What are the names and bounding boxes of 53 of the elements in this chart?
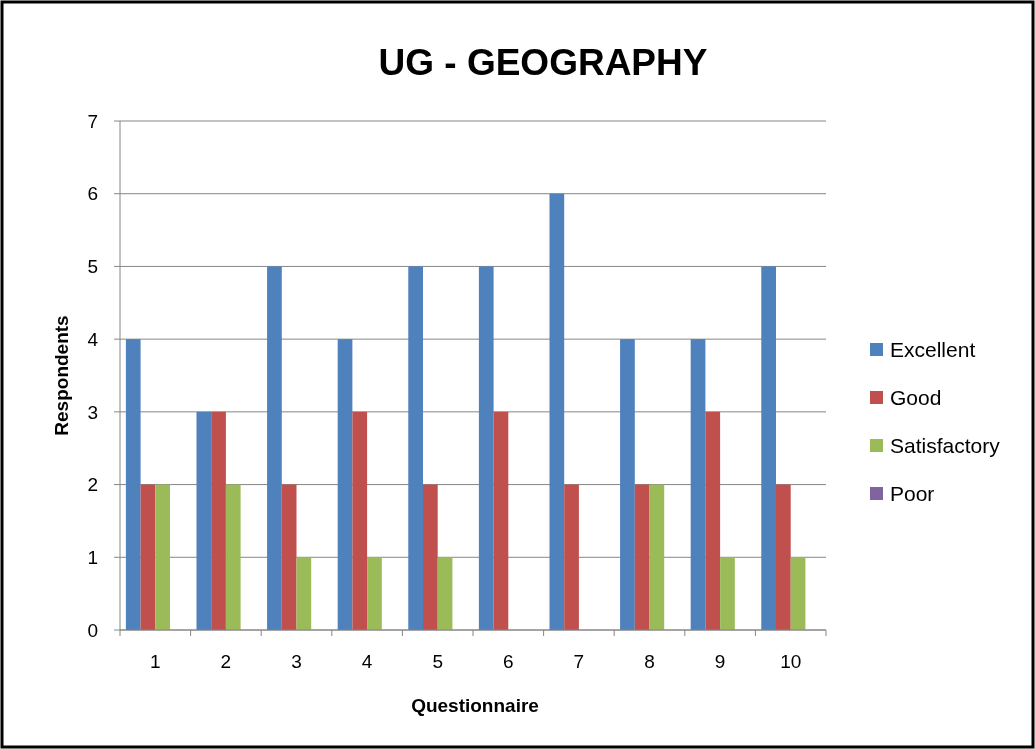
x-tick-label: 7 [573, 651, 585, 672]
x-tick-label: 1 [150, 651, 161, 672]
bar [649, 484, 665, 630]
bar [367, 557, 382, 630]
x-tick-label: 8 [644, 651, 655, 672]
bar [437, 557, 453, 630]
y-tick-label: 3 [87, 401, 98, 423]
y-tick-label: 2 [87, 474, 98, 496]
legend-label: Good [890, 386, 942, 410]
x-tick-label: 2 [220, 651, 232, 672]
bar [720, 557, 735, 630]
chart-title: UG - GEOGRAPHY [378, 42, 708, 83]
bar [281, 484, 297, 630]
y-tick-label: 5 [87, 256, 98, 278]
x-tick-label: 6 [503, 651, 514, 672]
bar [140, 484, 156, 630]
legend-label: Satisfactory [890, 434, 1001, 458]
x-tick-label: 5 [432, 651, 443, 672]
y-tick-label: 1 [87, 546, 98, 568]
bar [408, 266, 423, 630]
bar [690, 339, 706, 630]
bar [634, 484, 650, 630]
x-tick-label: 9 [714, 651, 726, 672]
legend-label: Poor [890, 482, 935, 506]
x-tick-label: 4 [361, 651, 373, 672]
bar [225, 484, 241, 630]
bar [296, 557, 312, 630]
bar [478, 266, 494, 630]
bar [337, 339, 353, 630]
y-tick-label: 6 [87, 183, 98, 205]
x-axis-title: Questionnaire [411, 695, 539, 716]
bar [196, 411, 212, 630]
bar [352, 411, 368, 630]
bar [155, 484, 171, 630]
bar [422, 484, 438, 630]
bar [125, 339, 141, 630]
y-tick-label: 4 [87, 328, 99, 350]
x-tick-label: 10 [780, 651, 802, 672]
bar [549, 193, 565, 630]
x-tick-label: 3 [291, 651, 302, 672]
y-axis-title: Respondents [51, 315, 72, 436]
bar [761, 266, 776, 630]
bar [705, 411, 721, 630]
legend-label: Excellent [890, 338, 976, 362]
bar [775, 484, 791, 630]
bar [267, 266, 282, 630]
bar [620, 339, 635, 630]
bar [564, 484, 579, 630]
bar [790, 557, 806, 630]
bar [211, 411, 226, 630]
y-tick-label: 7 [87, 110, 98, 132]
bar [493, 411, 509, 630]
y-tick-label: 0 [87, 619, 98, 641]
